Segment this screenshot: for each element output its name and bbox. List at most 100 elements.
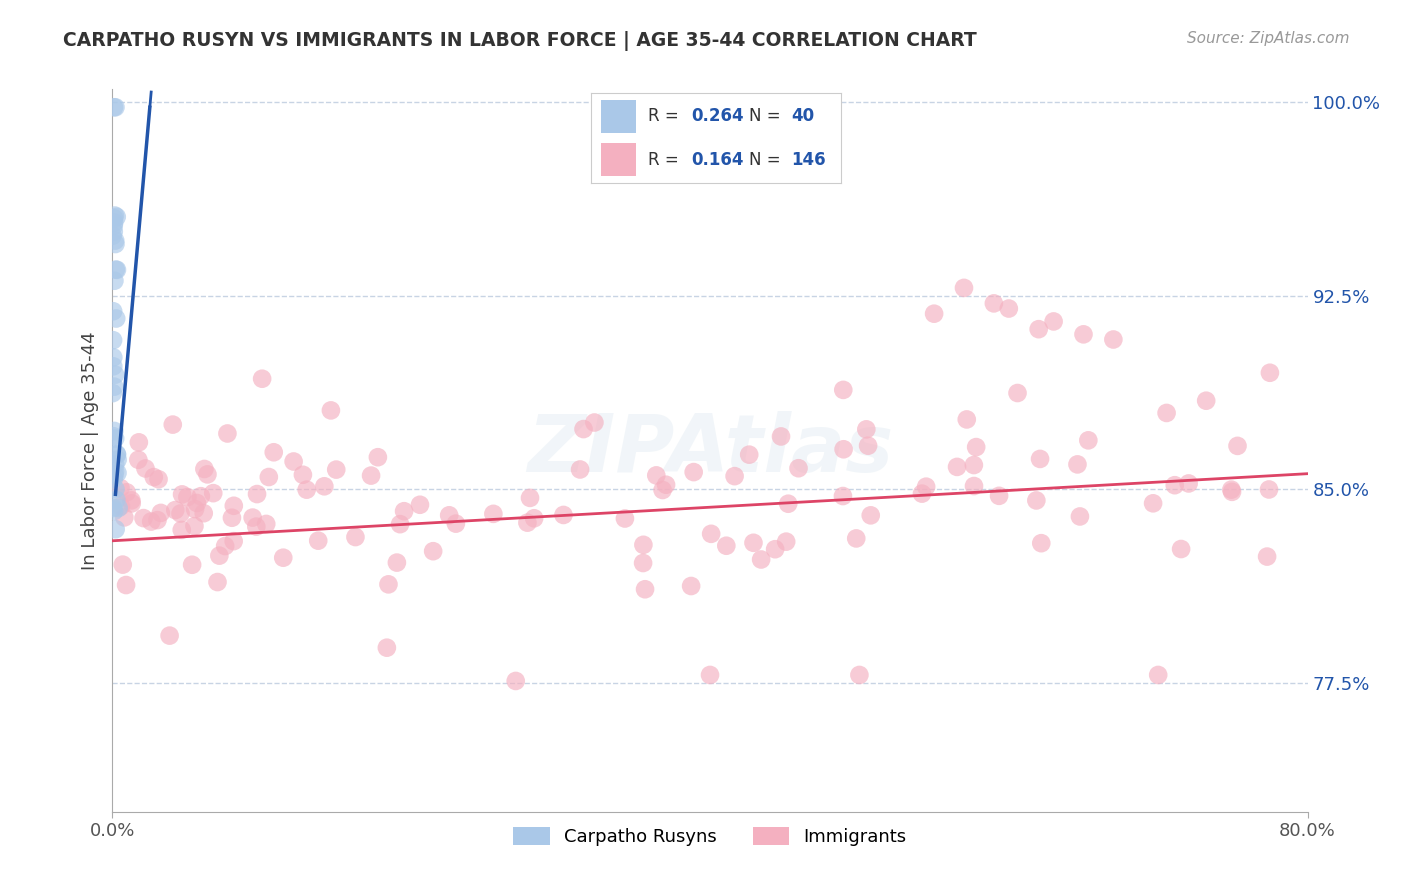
Point (181, 558, 204, 572)
Point (103, 225, 125, 239)
Point (1077, 434, 1099, 448)
Point (176, 490, 198, 504)
Point (169, 507, 191, 521)
Point (121, 496, 143, 510)
Point (105, 262, 128, 277)
Point (128, 435, 150, 450)
Point (845, 532, 868, 546)
Point (202, 486, 225, 500)
Point (375, 640, 398, 655)
Point (956, 412, 979, 426)
Point (250, 372, 273, 386)
Point (769, 429, 792, 443)
Point (1156, 406, 1178, 420)
Point (634, 582, 657, 597)
Point (963, 458, 986, 472)
Point (856, 439, 879, 453)
Point (915, 480, 938, 494)
Point (193, 506, 215, 520)
Point (922, 307, 945, 321)
Point (120, 493, 142, 508)
Point (101, 304, 124, 318)
Point (519, 491, 541, 505)
Point (569, 462, 592, 476)
Point (103, 379, 125, 393)
Point (1102, 333, 1125, 347)
Legend: Carpatho Rusyns, Immigrants: Carpatho Rusyns, Immigrants (506, 820, 914, 854)
Point (103, 100, 125, 114)
Point (699, 668, 721, 682)
Point (103, 429, 125, 443)
Point (104, 458, 127, 472)
Point (186, 496, 208, 510)
Point (1170, 541, 1192, 556)
Point (360, 468, 382, 483)
Point (998, 301, 1021, 316)
Point (110, 499, 132, 513)
Point (162, 417, 184, 432)
Point (103, 359, 125, 374)
Point (104, 209, 127, 223)
Point (367, 450, 389, 465)
Point (965, 440, 987, 454)
Point (190, 489, 212, 503)
Point (208, 549, 231, 563)
Point (444, 516, 467, 531)
Point (105, 210, 128, 224)
Point (1025, 493, 1047, 508)
Point (103, 468, 125, 483)
Point (482, 507, 505, 521)
Point (953, 281, 976, 295)
Point (207, 575, 229, 590)
Point (716, 539, 738, 553)
Point (859, 508, 882, 523)
Point (946, 459, 969, 474)
Point (763, 542, 786, 557)
Text: Source: ZipAtlas.com: Source: ZipAtlas.com (1187, 31, 1350, 46)
Point (104, 522, 127, 536)
Point (385, 556, 408, 570)
Point (222, 534, 245, 549)
Point (183, 519, 205, 533)
Point (214, 539, 236, 553)
Point (184, 502, 207, 516)
Point (1147, 668, 1170, 682)
Point (242, 510, 264, 524)
Point (505, 673, 527, 688)
Point (1226, 439, 1249, 453)
Point (217, 426, 239, 441)
Point (271, 550, 294, 565)
Text: ZIPAtlas: ZIPAtlas (527, 411, 893, 490)
Point (307, 533, 329, 548)
Point (246, 487, 269, 501)
Point (107, 452, 129, 467)
Point (101, 386, 124, 401)
Point (148, 472, 170, 486)
Point (112, 510, 135, 524)
Point (146, 513, 169, 527)
Point (295, 483, 318, 497)
Point (1220, 484, 1243, 499)
Point (111, 558, 134, 572)
Point (141, 515, 163, 529)
Point (107, 466, 129, 480)
Point (681, 579, 703, 593)
Point (437, 508, 460, 523)
Point (104, 234, 127, 248)
Point (749, 552, 772, 566)
Point (516, 516, 538, 530)
Point (344, 530, 367, 544)
Point (170, 487, 193, 501)
Point (723, 469, 745, 483)
Point (1177, 476, 1199, 491)
Point (911, 486, 934, 500)
Point (193, 462, 215, 476)
Point (1042, 314, 1064, 328)
Point (104, 432, 127, 446)
Point (103, 219, 125, 233)
Point (257, 470, 280, 484)
Point (103, 211, 125, 226)
Point (105, 448, 128, 462)
Point (1007, 386, 1029, 401)
Point (645, 468, 668, 483)
